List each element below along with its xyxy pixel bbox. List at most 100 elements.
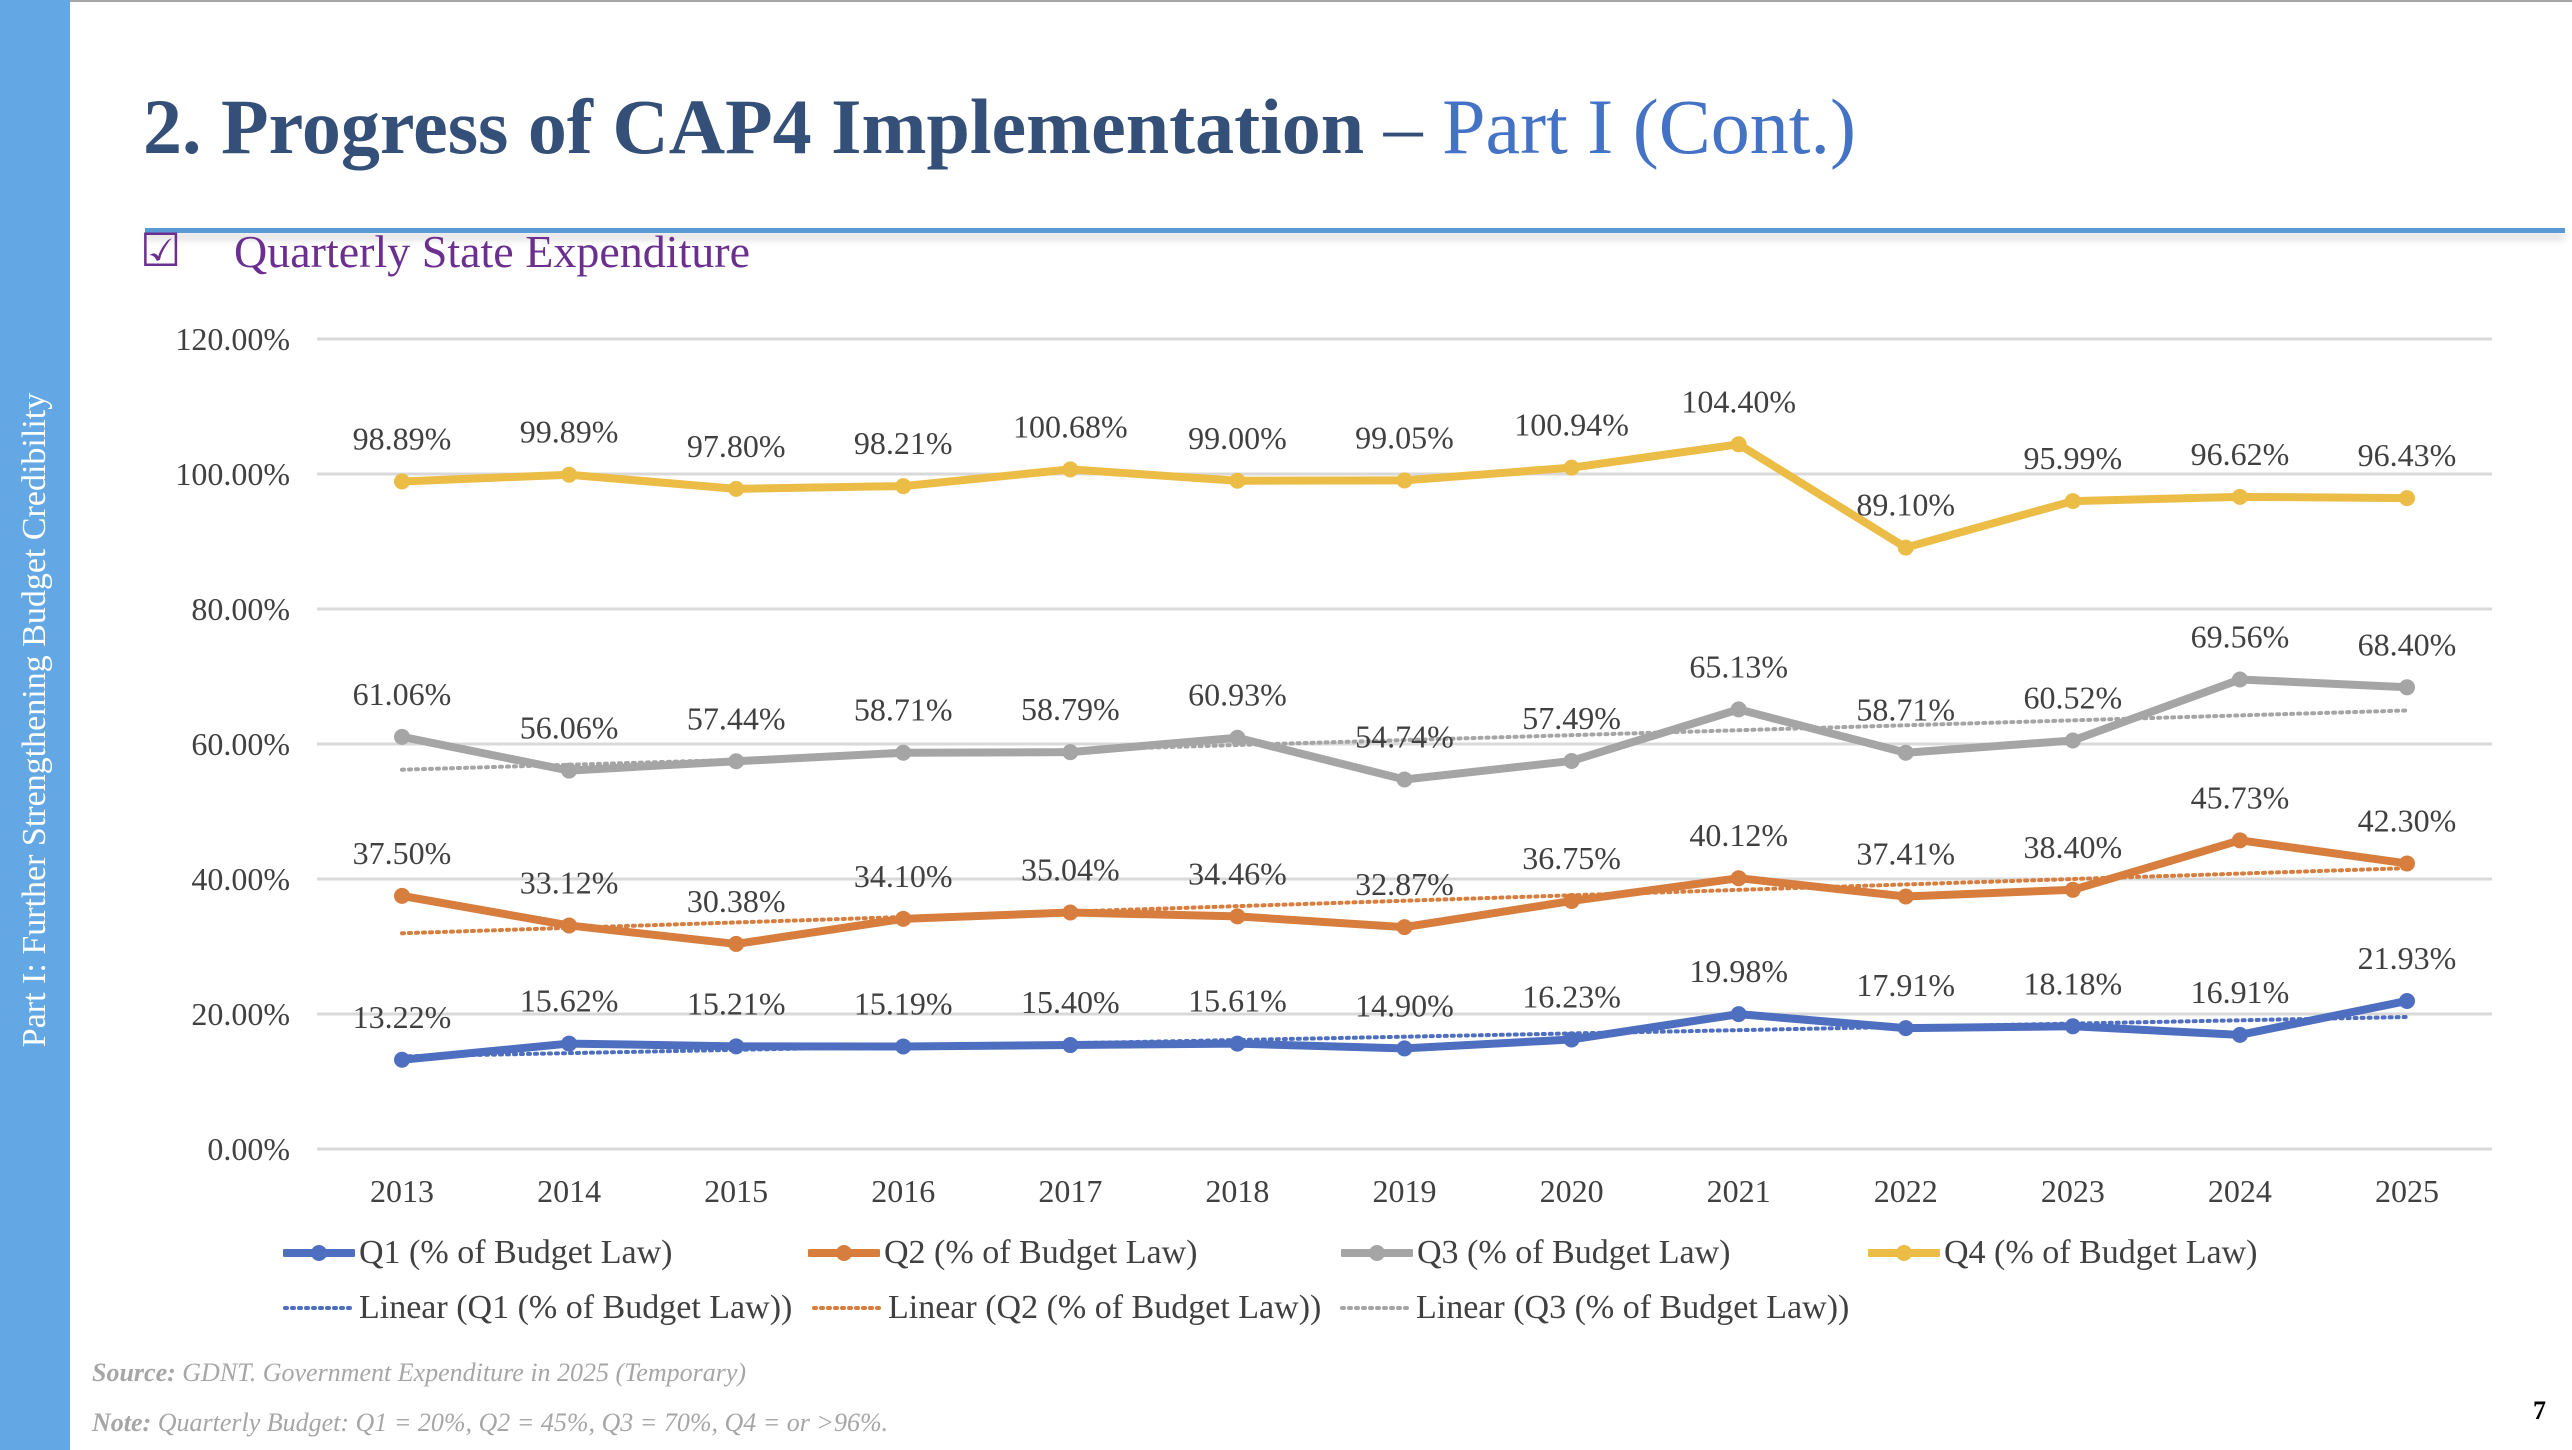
legend-line-marker-icon (1341, 1245, 1413, 1261)
data-label-q3: 58.79% (1021, 691, 1120, 727)
data-label-q2: 32.87% (1355, 866, 1454, 902)
data-label-q4: 95.99% (2024, 440, 2123, 476)
legend-label: Linear (Q2 (% of Budget Law)) (888, 1289, 1322, 1326)
data-point-q1 (561, 1035, 578, 1052)
data-point-q4 (2064, 493, 2081, 510)
data-point-q2 (1396, 919, 1413, 936)
y-axis-tick-labels: 0.00% 20.00% 40.00% 60.00% 80.00% 100.00% 120.… (175, 321, 290, 1167)
data-label-q2: 33.12% (520, 864, 619, 900)
data-label-q1: 21.93% (2358, 940, 2457, 976)
data-point-q4 (1062, 461, 1079, 478)
x-tick-label: 2019 (1373, 1173, 1437, 1209)
data-label-q1: 15.61% (1188, 983, 1287, 1019)
data-label-q4: 99.00% (1188, 420, 1287, 456)
data-label-q2: 34.46% (1188, 855, 1287, 891)
data-label-q2: 40.12% (1689, 817, 1788, 853)
sidebar: Part I: Further Strengthening Budget Cre… (0, 0, 70, 1450)
title-divider (145, 228, 2565, 233)
data-label-q4: 96.43% (2358, 437, 2457, 473)
data-point-q2 (1229, 908, 1246, 925)
legend-label: Q4 (% of Budget Law) (1944, 1234, 2258, 1271)
budget-note: Note: Quarterly Budget: Q1 = 20%, Q2 = 4… (92, 1408, 888, 1438)
data-point-q4 (1563, 459, 1580, 476)
data-label-q4: 100.94% (1514, 407, 1629, 443)
x-tick-label: 2013 (370, 1173, 434, 1209)
data-label-q4: 100.68% (1013, 408, 1128, 444)
y-tick-label: 40.00% (191, 861, 290, 897)
data-label-q3: 61.06% (353, 676, 452, 712)
data-label-q3: 58.71% (1856, 692, 1955, 728)
data-point-q3 (394, 728, 410, 745)
top-border (0, 0, 2572, 2)
x-tick-label: 2015 (704, 1173, 768, 1209)
data-label-q3: 65.13% (1689, 648, 1788, 684)
y-tick-label: 20.00% (191, 996, 290, 1032)
legend-line-marker-icon (808, 1245, 880, 1261)
data-point-q1 (2231, 1026, 2248, 1043)
data-point-q1 (1062, 1037, 1079, 1054)
checkbox-icon: ☑ (140, 225, 182, 276)
data-point-q3 (1396, 771, 1413, 788)
data-point-q2 (728, 935, 745, 952)
data-label-q2: 38.40% (2024, 829, 2123, 865)
data-point-q4 (895, 478, 912, 495)
x-tick-label: 2018 (1205, 1173, 1269, 1209)
data-point-q1 (394, 1051, 410, 1068)
legend-item-trendline: Linear (Q2 (% of Budget Law)) (812, 1286, 1321, 1330)
title-part: Part I (Cont.) (1442, 83, 1856, 170)
y-tick-label: 120.00% (175, 321, 290, 357)
data-label-q1: 15.19% (854, 985, 953, 1021)
y-tick-label: 100.00% (175, 456, 290, 492)
data-point-q3 (895, 744, 912, 761)
data-label-q3: 57.49% (1522, 700, 1621, 736)
data-point-q2 (2064, 881, 2081, 898)
data-label-q3: 60.93% (1188, 677, 1287, 713)
data-point-q4 (1229, 472, 1246, 489)
data-point-q2 (1730, 870, 1747, 887)
data-point-q2 (1897, 888, 1914, 905)
note-text: Quarterly Budget: Q1 = 20%, Q2 = 45%, Q3… (151, 1408, 889, 1437)
data-point-q1 (2064, 1018, 2081, 1035)
data-point-q4 (2399, 490, 2415, 507)
data-point-q4 (394, 473, 410, 490)
data-label-q3: 69.56% (2191, 618, 2290, 654)
legend-label: Linear (Q3 (% of Budget Law)) (1416, 1289, 1850, 1326)
data-label-q3: 60.52% (2024, 679, 2123, 715)
legend-item-trendline: Linear (Q1 (% of Budget Law)) (283, 1286, 792, 1330)
data-label-q4: 97.80% (687, 428, 786, 464)
x-tick-label: 2025 (2375, 1173, 2439, 1209)
data-label-q4: 104.40% (1681, 383, 1796, 419)
x-tick-label: 2024 (2208, 1173, 2272, 1209)
title-main: 2. Progress of CAP4 Implementation (143, 83, 1365, 170)
data-point-q3 (2231, 671, 2248, 688)
trendline-2 (400, 866, 2409, 936)
data-point-q4 (1897, 539, 1914, 556)
data-point-q2 (1062, 904, 1079, 921)
data-point-q3 (728, 753, 745, 770)
x-tick-label: 2021 (1707, 1173, 1771, 1209)
data-label-q3: 68.40% (2358, 626, 2457, 662)
data-point-q1 (728, 1038, 745, 1055)
data-label-q3: 57.44% (687, 700, 786, 736)
data-label-q1: 14.90% (1355, 987, 1454, 1023)
data-point-q1 (1229, 1035, 1246, 1052)
data-label-q4: 98.89% (353, 420, 452, 456)
legend-dotted-line-icon (283, 1306, 355, 1310)
source-label: Source: (92, 1358, 176, 1387)
legend-item-series: Q1 (% of Budget Law) (283, 1231, 672, 1275)
legend-label: Q2 (% of Budget Law) (884, 1234, 1198, 1271)
x-tick-label: 2020 (1540, 1173, 1604, 1209)
data-label-q2: 37.41% (1856, 835, 1955, 871)
legend-item-series: Q3 (% of Budget Law) (1341, 1231, 1730, 1275)
data-point-q1 (1396, 1040, 1413, 1057)
data-point-q3 (1730, 701, 1747, 718)
data-point-q1 (1897, 1020, 1914, 1037)
data-label-q3: 54.74% (1355, 719, 1454, 755)
legend-item-series: Q4 (% of Budget Law) (1868, 1231, 2257, 1275)
data-label-q4: 96.62% (2191, 436, 2290, 472)
data-label-q2: 30.38% (687, 883, 786, 919)
x-tick-label: 2022 (1874, 1173, 1938, 1209)
data-point-q1 (1730, 1006, 1747, 1023)
data-label-q4: 89.10% (1856, 487, 1955, 523)
